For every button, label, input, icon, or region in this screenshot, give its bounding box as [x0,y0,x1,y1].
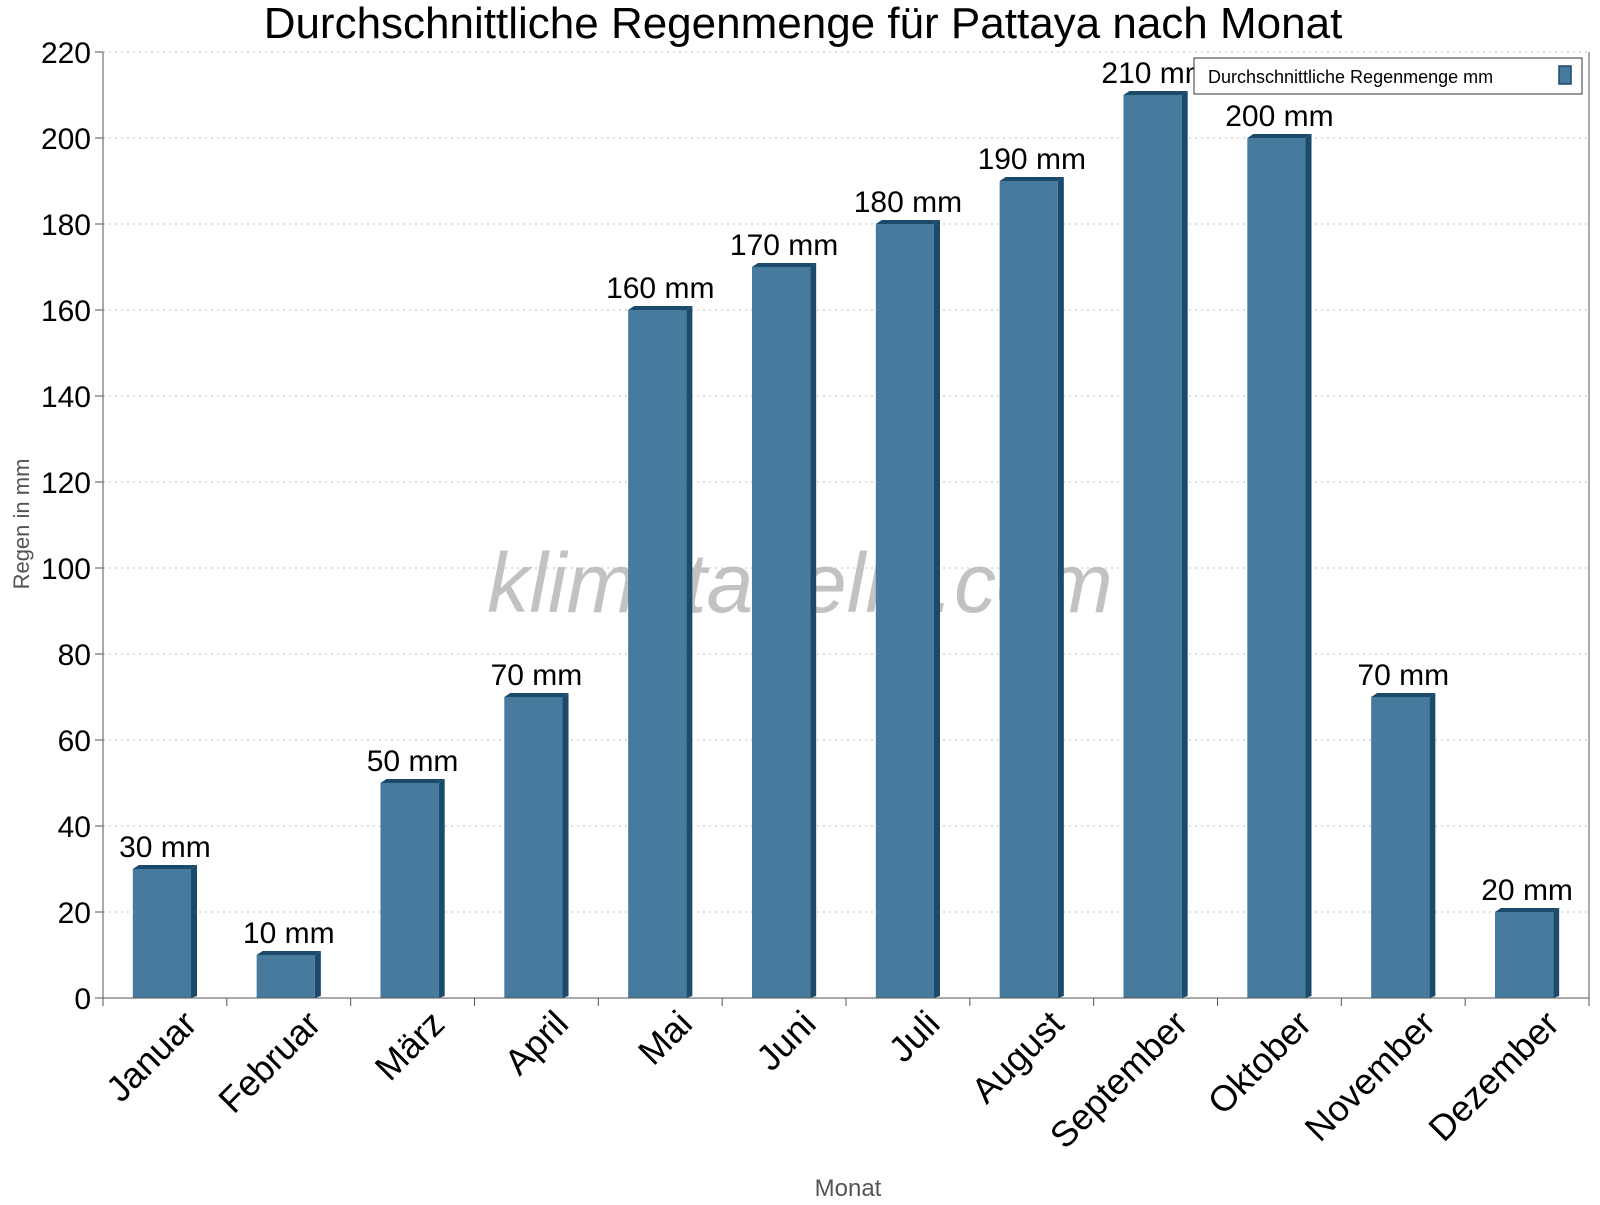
bar-märz[interactable] [380,783,439,998]
x-tick-label: Mai [630,1003,700,1073]
value-label: 210 mm [1101,57,1209,90]
x-tick-label: April [496,1003,576,1083]
bar-top [256,951,321,955]
bar-mai[interactable] [628,310,687,998]
bar-side [934,220,941,998]
bar-side [686,306,693,998]
value-label: 180 mm [854,186,962,219]
x-axis-label: Monat [815,1175,882,1200]
legend[interactable]: Durchschnittliche Regenmenge mm [1193,57,1583,95]
bar-top [999,177,1064,181]
x-tick-label: Juni [748,1003,824,1079]
bars [132,91,1560,998]
bar-side [191,865,198,998]
bar-april[interactable] [504,697,563,998]
legend-box [1193,57,1583,95]
y-axis-label: Regen in mm [9,459,34,590]
x-tick-label: Dezember [1420,1003,1566,1149]
y-tick-label: 160 [41,295,91,328]
y-tick-label: 200 [41,123,91,156]
bar-top [875,220,941,224]
bar-august[interactable] [999,181,1058,998]
bar-top [1371,693,1436,697]
bar-side [1181,91,1188,998]
y-ticks: 0 20 40 60 80 100 120 140 160 180 200 220 [41,37,103,1016]
bar-oktober[interactable] [1247,138,1306,998]
value-label: 30 mm [119,831,211,864]
bar-side [1305,134,1312,998]
value-labels: 30 mm 10 mm 50 mm 70 mm 160 mm 170 mm 180 mm 19… [119,57,1573,950]
bar-juli[interactable] [875,224,935,998]
bar-side [562,693,569,998]
bar-side [438,779,445,998]
legend-swatch [1558,65,1572,85]
value-label: 190 mm [978,143,1086,176]
y-tick-label: 80 [58,639,91,672]
value-label: 70 mm [1357,659,1449,692]
bar-februar[interactable] [256,955,315,998]
x-ticks: Januar Februar März April Mai Juni Juli AugustS… [98,998,1590,1156]
x-tick-label: Juli [880,1003,947,1070]
y-tick-label: 100 [41,553,91,586]
bar-juni[interactable] [751,267,811,998]
bar-top [1247,134,1312,138]
value-label: 10 mm [243,917,335,950]
value-label: 170 mm [730,229,838,262]
axes [102,52,1590,999]
bar-november[interactable] [1371,697,1430,998]
bar-januar[interactable] [132,869,192,998]
y-tick-label: 20 [58,897,91,930]
bar-side [1553,908,1560,998]
bar-top [132,865,198,869]
bar-top [380,779,445,783]
y-tick-label: 0 [74,983,91,1016]
value-label: 160 mm [606,272,714,305]
x-tick-label: Januar [98,1003,205,1110]
bar-top [628,306,693,310]
value-label: 200 mm [1225,100,1333,133]
x-tick-label: Oktober [1200,1003,1320,1123]
bar-top [1494,908,1560,912]
bar-side [1429,693,1436,998]
bar-dezember[interactable] [1494,912,1554,998]
y-tick-label: 180 [41,209,91,242]
x-tick-label: August [963,1003,1071,1111]
y-tick-label: 60 [58,725,91,758]
bar-top [504,693,569,697]
x-tick-label: November [1296,1003,1442,1149]
x-tick-label: Februar [210,1003,328,1121]
bar-side [1057,177,1064,998]
y-tick-label: 220 [41,37,91,70]
y-tick-label: 140 [41,381,91,414]
bar-top [1123,91,1188,95]
value-label: 70 mm [491,659,583,692]
bar-top [751,263,817,267]
bar-side [810,263,817,998]
value-label: 20 mm [1481,874,1573,907]
y-tick-label: 40 [58,811,91,844]
bar-side [314,951,321,998]
value-label: 50 mm [367,745,459,778]
gridlines [103,51,1589,913]
chart-title: Durchschnittliche Regenmenge für Pattaya… [264,0,1343,48]
x-tick-label: März [367,1003,453,1089]
bar-september[interactable] [1123,95,1182,998]
y-tick-label: 120 [41,467,91,500]
legend-label[interactable]: Durchschnittliche Regenmenge mm [1208,67,1493,87]
